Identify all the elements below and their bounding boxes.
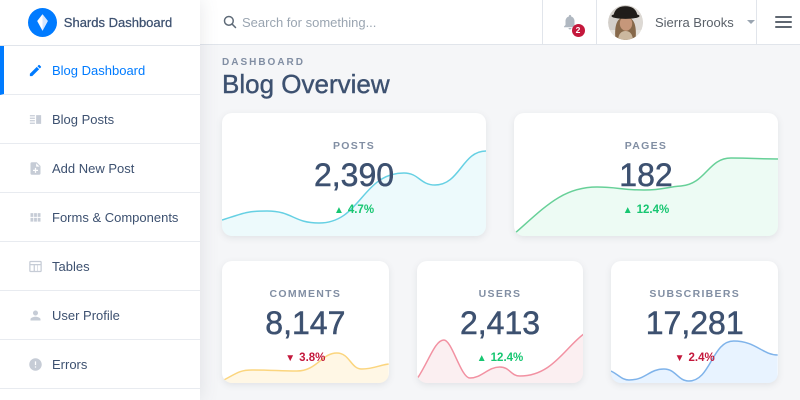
search-box[interactable]: [200, 0, 542, 44]
stat-label: PAGES: [624, 140, 668, 152]
sidebar-item-label: Blog Posts: [52, 111, 115, 127]
pages-sparkline: [514, 157, 778, 236]
breadcrumb-eyebrow: DASHBOARD: [222, 57, 305, 68]
stat-card-posts: POSTS 2,390 ▲ 4.7%: [222, 113, 486, 236]
stat-label: POSTS: [332, 140, 376, 152]
stat-label: COMMENTS: [269, 288, 342, 300]
hamburger-icon: [774, 15, 792, 18]
stat-value: 182: [619, 157, 673, 194]
stats-row-2: COMMENTS 8,147 ▼ 3.8% USERS 2,413 ▲ 12.4%: [222, 261, 779, 383]
sidebar-item-user-profile[interactable]: User Profile: [0, 291, 200, 340]
user-name: Sierra Brooks: [655, 14, 734, 30]
user-menu[interactable]: Sierra Brooks: [596, 0, 756, 44]
stat-delta: ▼ 3.8%: [285, 352, 326, 364]
note-add-icon: [28, 161, 43, 176]
stat-delta: ▲ 12.4%: [476, 352, 524, 364]
person-icon: [28, 308, 43, 323]
pencil-icon: [28, 63, 43, 78]
sidebar-item-label: Add New Post: [52, 160, 135, 176]
subscribers-sparkline: [611, 340, 779, 383]
main: 2: [200, 0, 800, 400]
stat-delta: ▼ 2.4%: [674, 352, 715, 364]
stat-value: 2,390: [313, 157, 395, 194]
stat-card-comments: COMMENTS 8,147 ▼ 3.8%: [222, 261, 389, 383]
stat-label: USERS: [478, 288, 522, 300]
search-icon: [223, 15, 237, 29]
sidebar-item-label: Blog Dashboard: [52, 62, 146, 78]
stat-value: 8,147: [265, 305, 346, 342]
sidebar-item-label: Errors: [52, 356, 88, 372]
stat-card-subscribers: SUBSCRIBERS 17,281 ▼ 2.4%: [611, 261, 779, 383]
page-title: Blog Overview: [222, 69, 390, 99]
posts-sparkline: [222, 150, 486, 236]
sidebar-item-forms-components[interactable]: Forms & Components: [0, 193, 200, 242]
stat-delta: ▲ 12.4%: [622, 204, 670, 216]
avatar: [608, 4, 643, 40]
brand[interactable]: Shards Dashboard: [0, 0, 200, 46]
stat-card-users: USERS 2,413 ▲ 12.4%: [416, 261, 584, 383]
stat-card-pages: PAGES 182 ▲ 12.4%: [514, 113, 778, 236]
sidebar-item-blog-posts[interactable]: Blog Posts: [0, 95, 200, 144]
search-input[interactable]: [242, 14, 542, 30]
sidebar-item-label: Forms & Components: [52, 209, 179, 225]
sidebar-nav: Blog Dashboard Blog Posts Add New Post F…: [0, 46, 200, 389]
stat-label: SUBSCRIBERS: [649, 288, 741, 300]
stat-delta: ▲ 4.7%: [333, 204, 375, 216]
navbar: 2: [200, 0, 800, 45]
bell-icon: [563, 14, 576, 29]
notifications-button[interactable]: 2: [542, 0, 596, 44]
vertical-split-icon: [28, 112, 43, 127]
arrow-up-icon: ▲: [333, 205, 344, 216]
chevron-down-icon: [746, 20, 755, 24]
brand-logo-icon: [27, 8, 57, 37]
arrow-up-icon: ▲: [622, 205, 633, 216]
arrow-up-icon: ▲: [476, 353, 487, 364]
arrow-down-icon: ▼: [285, 353, 296, 364]
notifications-badge: 2: [571, 23, 585, 37]
stat-value: 17,281: [645, 305, 744, 342]
sidebar-item-label: User Profile: [52, 307, 120, 323]
brand-name: Shards Dashboard: [63, 15, 173, 30]
sidebar-item-add-new-post[interactable]: Add New Post: [0, 144, 200, 193]
users-sparkline: [416, 333, 584, 383]
sidebar-item-blog-dashboard[interactable]: Blog Dashboard: [0, 46, 200, 95]
sidebar: Shards Dashboard Blog Dashboard Blog Pos…: [0, 0, 200, 400]
sidebar-item-tables[interactable]: Tables: [0, 242, 200, 291]
sidebar-item-label: Tables: [52, 258, 90, 274]
table-icon: [28, 259, 43, 274]
sidebar-item-errors[interactable]: Errors: [0, 340, 200, 389]
stats-row-1: POSTS 2,390 ▲ 4.7% PAGES 182 ▲ 12.4%: [222, 113, 778, 236]
content: DASHBOARD Blog Overview POSTS 2,390 ▲ 4.7…: [200, 45, 800, 383]
arrow-down-icon: ▼: [674, 353, 685, 364]
view-module-icon: [28, 210, 43, 225]
menu-toggle-button[interactable]: [756, 0, 800, 44]
stat-value: 2,413: [459, 305, 541, 342]
error-icon: [28, 357, 43, 372]
comments-sparkline: [222, 352, 389, 383]
